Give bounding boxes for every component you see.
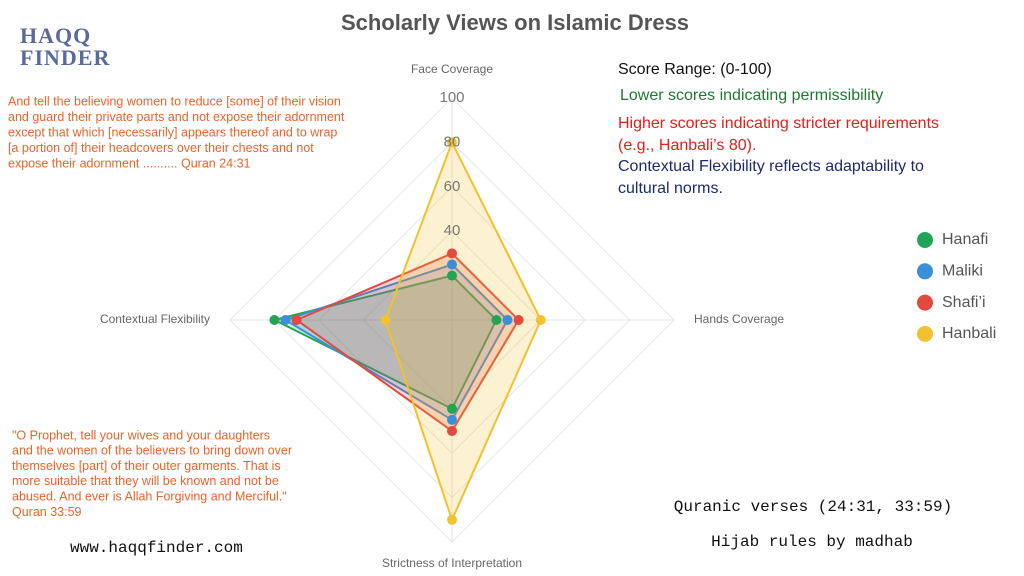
- verses: Quranic verses (24:31, 33:59): [674, 498, 952, 516]
- quote-line: except that which [necessarily] appears …: [8, 125, 337, 139]
- legend-marker: [917, 294, 933, 311]
- lower-note: Lower scores indicating permissibility: [620, 87, 883, 104]
- quote-line: themselves [part] of their outer garment…: [12, 459, 281, 473]
- score-range: Score Range: (0-100): [618, 61, 772, 78]
- legend-label: Shafi’i: [942, 294, 986, 311]
- axis-label: Strictness of Interpretation: [382, 556, 522, 570]
- legend-label: Hanafi: [942, 231, 988, 248]
- flex-note: cultural norms.: [618, 180, 723, 197]
- r-tick-label: 100: [439, 89, 464, 106]
- data-point: [447, 270, 457, 281]
- data-point: [447, 514, 457, 525]
- r-tick-label: 40: [444, 222, 461, 239]
- quote-line: and guard their private parts and not ex…: [8, 110, 345, 124]
- axis-label: Contextual Flexibility: [100, 312, 210, 326]
- data-point: [447, 403, 457, 414]
- flex-note: Contextual Flexibility reflects adaptabi…: [618, 158, 924, 175]
- quote-line: [a portion of] their headcovers over the…: [8, 141, 314, 155]
- quote-line: more suitable that they will be known an…: [12, 474, 279, 488]
- quote-line: And tell the believing women to reduce […: [8, 94, 341, 108]
- data-point: [535, 315, 546, 325]
- axis-label: Hands Coverage: [694, 312, 784, 326]
- subtitle: Hijab rules by madhab: [711, 533, 913, 551]
- data-point: [447, 426, 457, 436]
- logo: HAQQ: [20, 23, 91, 48]
- legend-label: Maliki: [942, 263, 983, 280]
- legend-marker: [917, 325, 933, 342]
- logo: FINDER: [20, 45, 110, 70]
- quote-line: "O Prophet, tell your wives and your dau…: [12, 428, 270, 442]
- legend-label: Hanbali: [942, 325, 996, 342]
- r-tick-label: 60: [444, 178, 461, 195]
- data-point: [447, 137, 457, 148]
- data-point: [447, 414, 457, 425]
- axis-label: Face Coverage: [411, 62, 493, 76]
- data-point: [502, 315, 513, 325]
- quote-line: and the women of the believers to bring …: [12, 444, 292, 458]
- data-point: [269, 315, 280, 325]
- data-point: [447, 248, 457, 259]
- legend-marker: [917, 232, 933, 248]
- higher-note: Higher scores indicating stricter requir…: [618, 115, 939, 132]
- data-point: [291, 315, 302, 325]
- data-point: [280, 315, 291, 325]
- quote-line: abused. And ever is Allah Forgiving and …: [12, 489, 287, 503]
- r-tick-label: 80: [444, 133, 461, 150]
- quote-line: Quran 33:59: [12, 505, 82, 519]
- legend-marker: [917, 263, 933, 280]
- chart-title: Scholarly Views on Islamic Dress: [341, 10, 689, 35]
- data-point: [491, 315, 502, 325]
- data-point: [380, 315, 391, 325]
- data-point: [513, 315, 524, 325]
- quote-line: expose their adornment .......... Quran …: [8, 156, 251, 170]
- higher-note: (e.g., Hanbali’s 80).: [618, 137, 756, 154]
- data-point: [447, 259, 457, 270]
- website: www.haqqfinder.com: [70, 539, 243, 557]
